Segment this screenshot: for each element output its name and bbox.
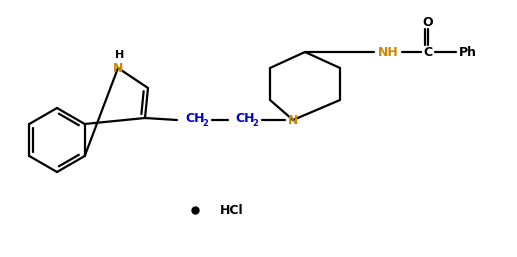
Text: NH: NH xyxy=(377,45,399,59)
Text: CH: CH xyxy=(235,112,255,124)
Text: 2: 2 xyxy=(202,118,208,127)
Text: CH: CH xyxy=(185,112,205,124)
Text: HCl: HCl xyxy=(220,204,244,216)
Text: H: H xyxy=(115,50,125,60)
Text: O: O xyxy=(423,15,433,29)
Text: C: C xyxy=(423,45,433,59)
Text: N: N xyxy=(288,114,298,126)
Text: N: N xyxy=(113,61,123,75)
Text: Ph: Ph xyxy=(459,45,477,59)
Text: 2: 2 xyxy=(252,118,258,127)
